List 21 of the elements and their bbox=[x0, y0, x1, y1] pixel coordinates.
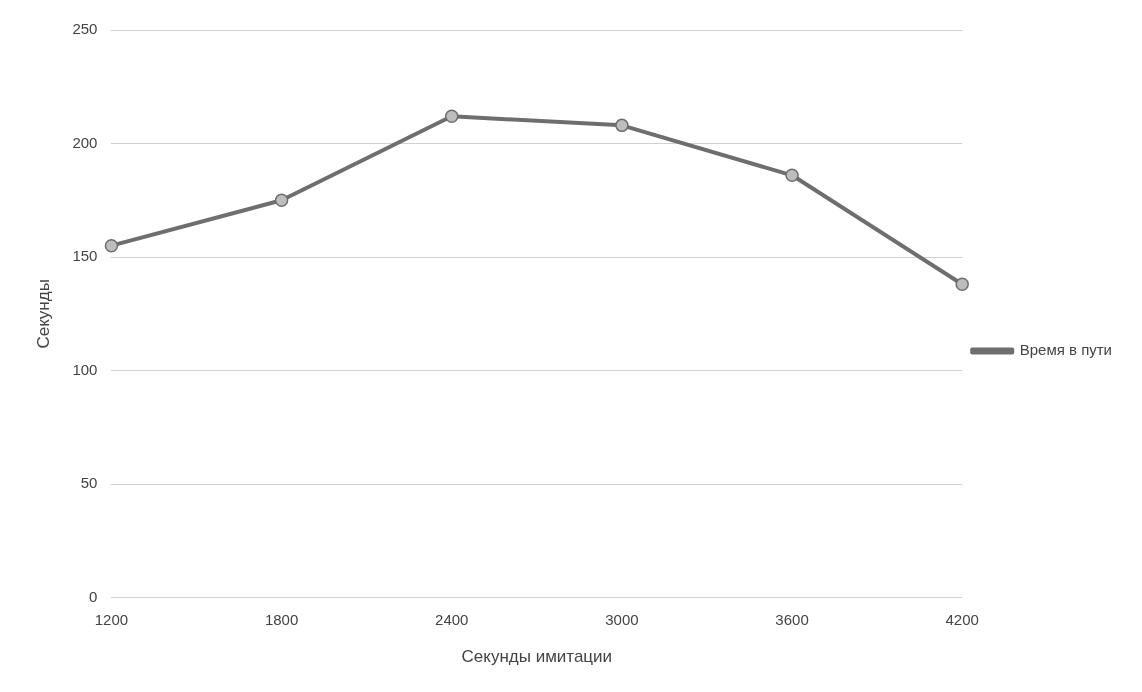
point bbox=[615, 118, 629, 133]
y-tick-label: 0 bbox=[89, 587, 98, 605]
x-tick-label: 1800 bbox=[264, 610, 299, 628]
legend-label: Время в пути bbox=[1019, 341, 1113, 359]
x-tick-label: 1200 bbox=[94, 610, 129, 628]
x-tick-label: 4200 bbox=[945, 610, 979, 628]
point bbox=[274, 193, 289, 208]
point bbox=[955, 277, 969, 292]
y-tick-label: 150 bbox=[72, 247, 98, 265]
y-tick-label: 50 bbox=[80, 474, 98, 492]
y-axis-title: Секунды bbox=[33, 279, 53, 349]
y-tick-label: 250 bbox=[72, 20, 98, 38]
x-axis-title: Секунды имитации bbox=[461, 647, 613, 667]
y-tick-label: 100 bbox=[72, 360, 98, 378]
y-tick-label: 200 bbox=[72, 133, 98, 151]
point bbox=[444, 109, 459, 124]
point bbox=[785, 168, 799, 183]
x-tick-label: 2400 bbox=[435, 610, 469, 628]
x-tick-label: 3600 bbox=[775, 610, 809, 628]
x-tick-label: 3000 bbox=[605, 610, 639, 628]
point bbox=[104, 238, 119, 253]
